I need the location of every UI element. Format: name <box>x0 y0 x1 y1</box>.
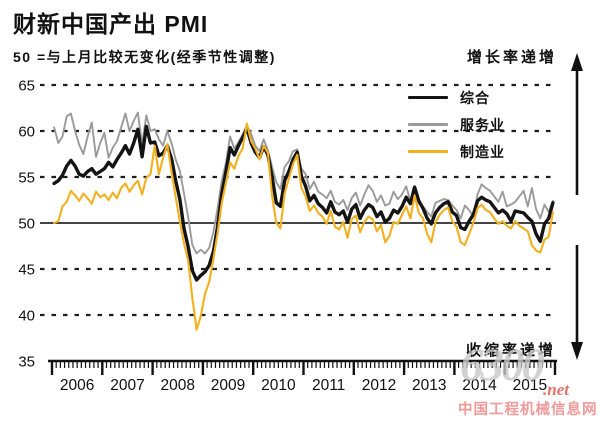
watermark-logo: 6300 <box>460 339 545 391</box>
svg-text:65: 65 <box>18 78 35 95</box>
svg-text:2008: 2008 <box>161 377 195 394</box>
growth-annotation: 增长率递增 <box>466 49 557 66</box>
svg-text:2007: 2007 <box>110 377 144 394</box>
svg-text:60: 60 <box>18 124 35 141</box>
contraction-annotation: 收缩率递增 <box>465 342 556 359</box>
svg-text:40: 40 <box>18 308 35 325</box>
svg-text:2006: 2006 <box>60 377 94 394</box>
watermark-domain-suffix: .net <box>543 380 569 399</box>
svg-text:2013: 2013 <box>412 377 446 394</box>
svg-text:2014: 2014 <box>462 377 497 394</box>
legend-label-manufacturing: 制造业 <box>460 143 505 160</box>
svg-text:2011: 2011 <box>312 377 345 394</box>
page-title: 财新中国产出 PMI <box>13 11 209 37</box>
legend-item-composite: 综合 <box>408 84 505 111</box>
svg-text:45: 45 <box>18 262 35 279</box>
legend-label-composite: 综合 <box>460 89 490 106</box>
legend-label-services: 服务业 <box>460 116 505 133</box>
manufacturing-line-swatch <box>408 150 448 153</box>
composite-line-swatch <box>408 95 448 100</box>
chart-subtitle: 50 =与上月比较无变化(经季节性调整) <box>13 49 276 65</box>
svg-text:2009: 2009 <box>211 377 245 394</box>
svg-text:55: 55 <box>18 170 35 187</box>
legend-item-manufacturing: 制造业 <box>408 138 505 165</box>
down-arrow-icon <box>571 245 583 360</box>
legend-item-services: 服务业 <box>408 111 505 138</box>
svg-text:35: 35 <box>18 354 35 371</box>
svg-text:50: 50 <box>18 216 35 233</box>
watermark-caption: 中国工程机械信息网 <box>458 402 598 418</box>
legend: 综合 服务业 制造业 <box>408 84 505 165</box>
up-arrow-icon <box>571 53 583 195</box>
services-line-swatch <box>408 123 448 126</box>
svg-text:2012: 2012 <box>362 377 396 394</box>
svg-text:2015: 2015 <box>513 377 547 394</box>
svg-text:2010: 2010 <box>261 377 296 394</box>
